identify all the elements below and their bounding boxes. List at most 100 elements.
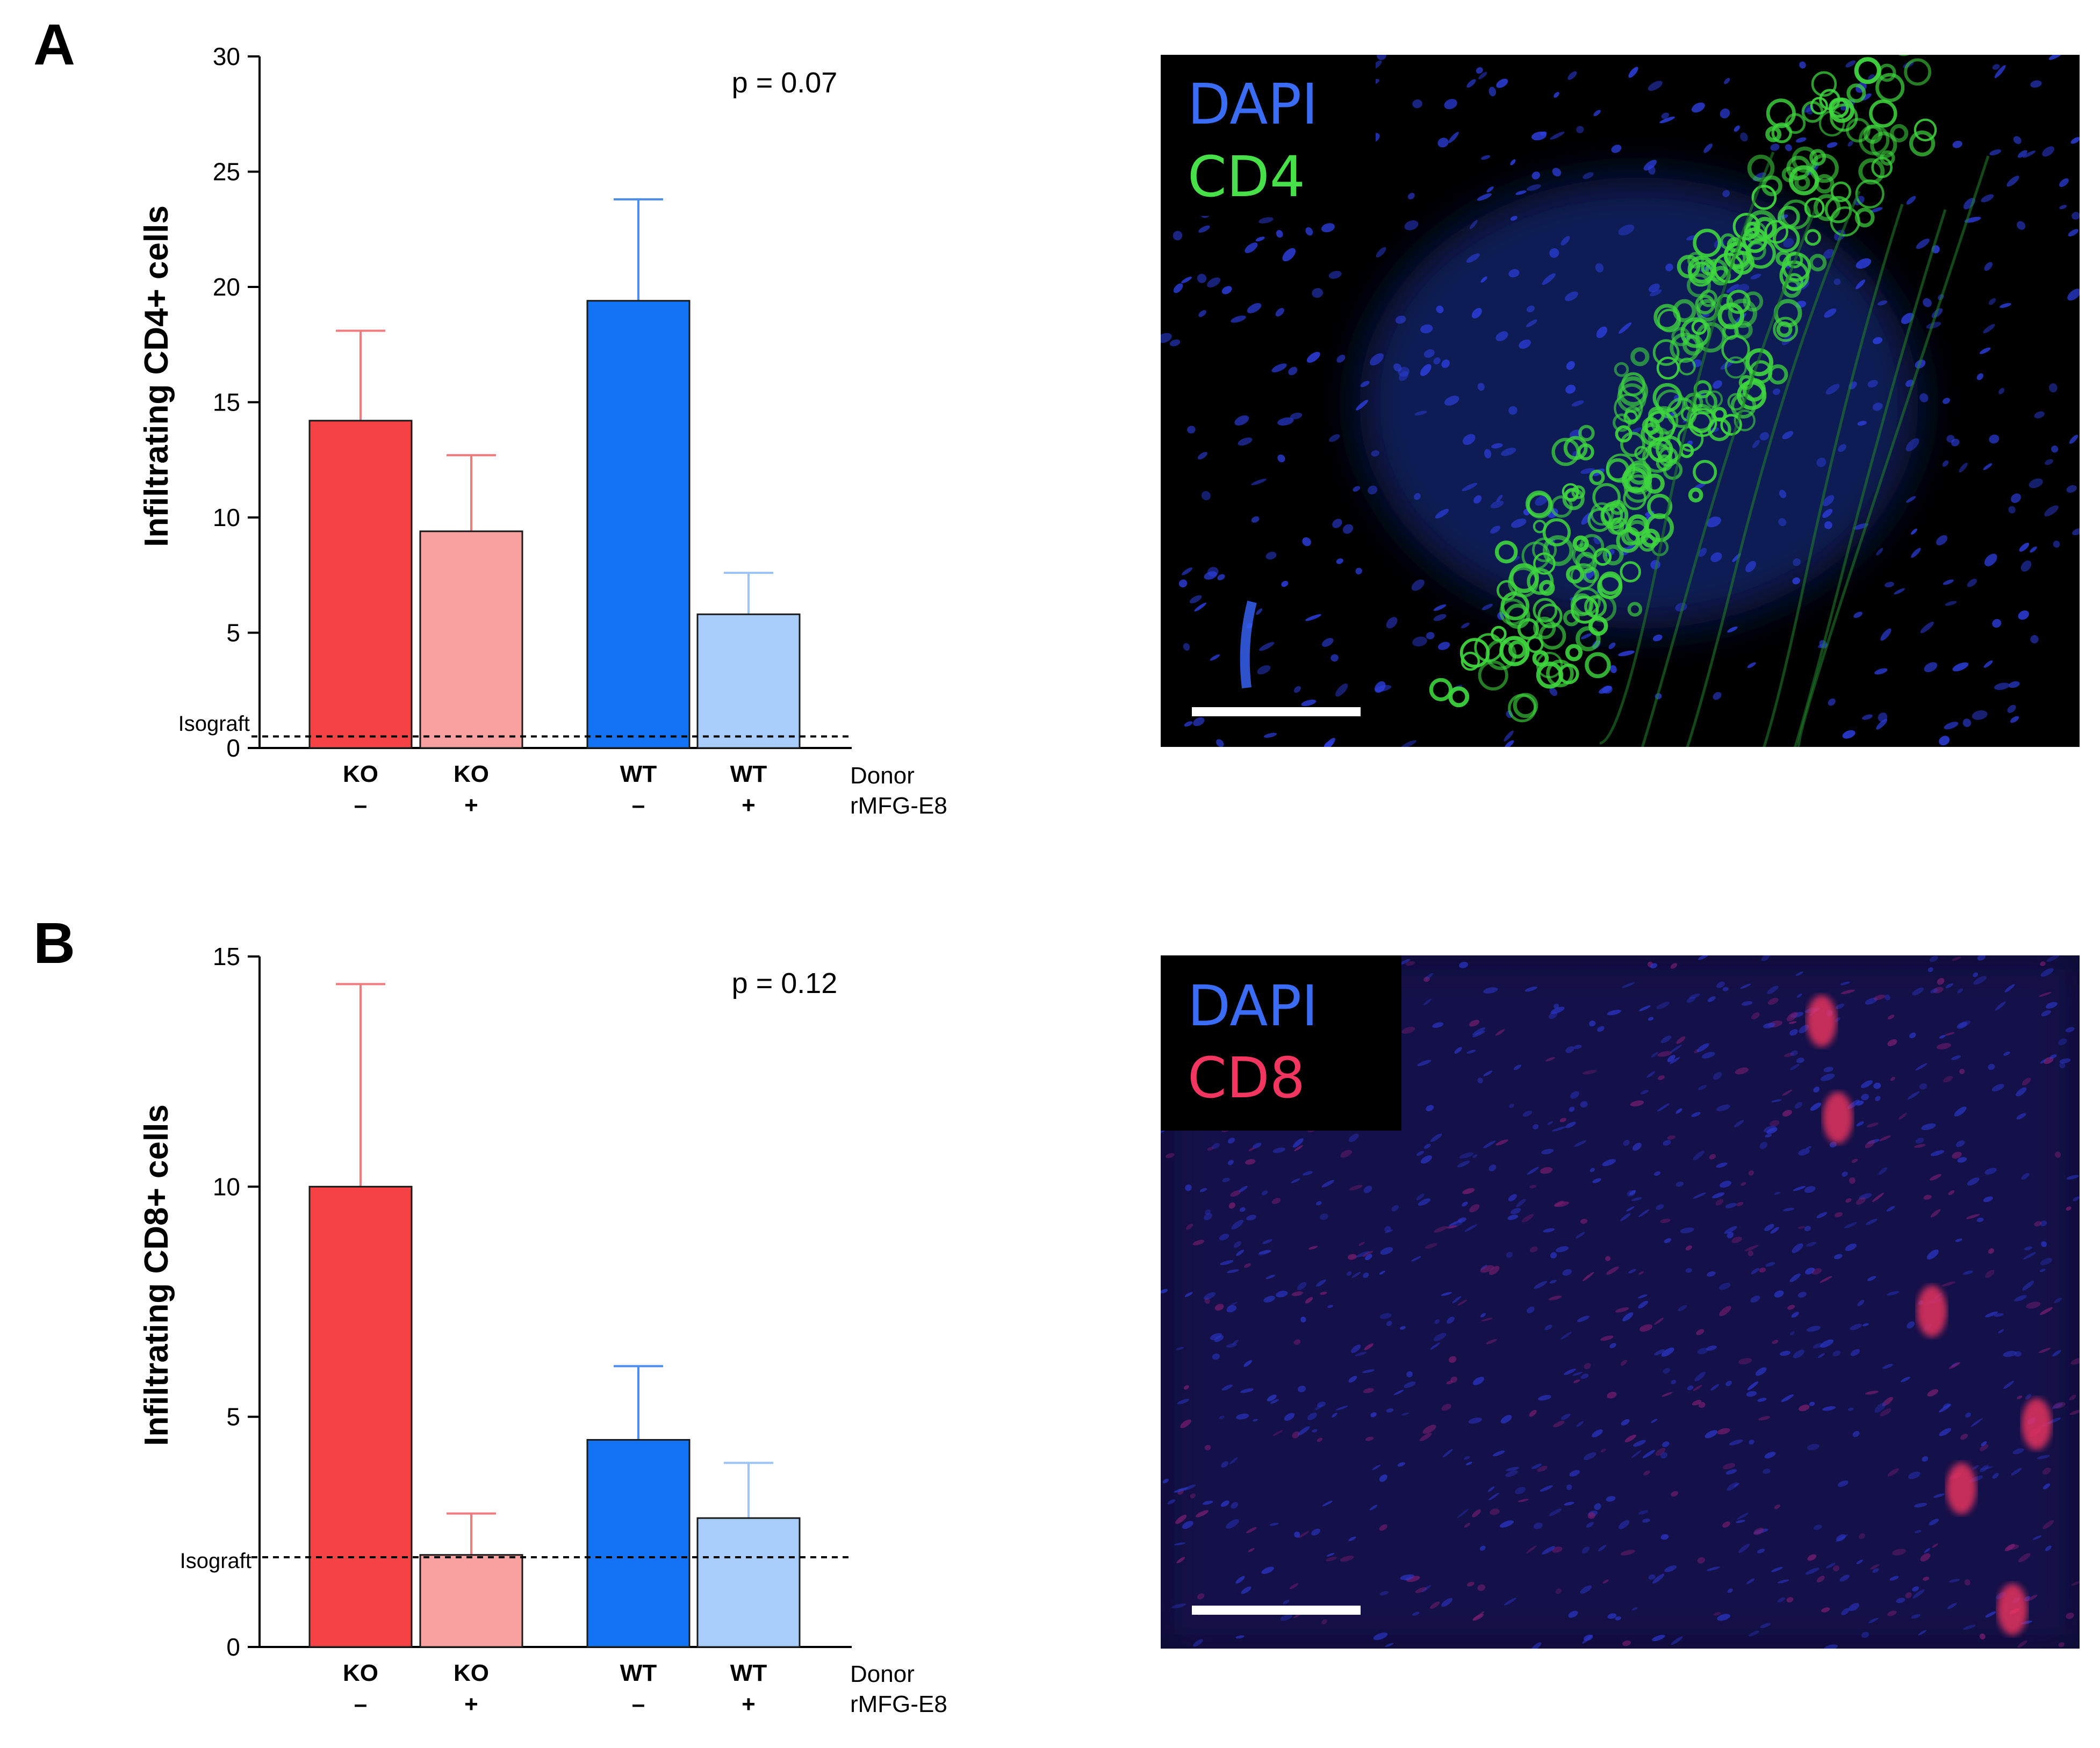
dapi-nucleus [1466, 253, 1480, 263]
dapi-nucleus [1252, 1419, 1258, 1422]
dapi-nucleus [1724, 77, 1730, 84]
dapi-nucleus [1488, 1164, 1497, 1171]
cd8-signal [1248, 1147, 1255, 1152]
dapi-nucleus [1694, 1371, 1706, 1382]
cd8-signal [1696, 1329, 1705, 1335]
dapi-nucleus [1746, 1391, 1757, 1397]
dapi-nucleus [1567, 71, 1577, 80]
dapi-nucleus [1590, 1168, 1595, 1172]
dapi-nucleus [1384, 1226, 1391, 1232]
dapi-nucleus [1741, 1001, 1753, 1006]
cd8-signal [2026, 1301, 2041, 1309]
dapi-nucleus [1302, 537, 1311, 546]
cd8-signal [1462, 1188, 1475, 1195]
dapi-nucleus [1508, 1194, 1517, 1202]
row-label-donor: Donor [850, 1661, 915, 1687]
dapi-nucleus [1491, 443, 1503, 449]
cd8-signal [1466, 1581, 1475, 1587]
dapi-nucleus [1265, 551, 1277, 560]
dapi-nucleus [1959, 463, 1968, 473]
cd8-signal [1952, 956, 1961, 961]
dapi-nucleus [1939, 736, 1950, 746]
dapi-nucleus [1785, 144, 1792, 152]
cd8-signal [1697, 1557, 1705, 1564]
dapi-nucleus [1509, 1104, 1514, 1109]
dapi-nucleus [1417, 1060, 1432, 1066]
dapi-nucleus [1420, 364, 1432, 376]
dapi-nucleus [2040, 1258, 2053, 1265]
dapi-nucleus [1842, 1171, 1848, 1177]
dapi-nucleus [2030, 80, 2042, 88]
dapi-nucleus [1379, 1270, 1385, 1275]
cd8-signal [1774, 1504, 1780, 1509]
dapi-nucleus [1193, 1639, 1203, 1647]
cd4-cell [1583, 566, 1599, 584]
cd4-cell [1589, 469, 1605, 485]
cd4-cell [1588, 616, 1608, 636]
cd4-cell [1767, 364, 1788, 385]
y-tick-label: 10 [213, 1172, 240, 1200]
cd8-signal [1308, 1246, 1318, 1250]
dapi-nucleus [1663, 1368, 1670, 1374]
dapi-nucleus [1764, 1224, 1774, 1231]
dapi-nucleus [1282, 248, 1296, 262]
cd4-cell [1648, 427, 1671, 450]
dapi-nucleus [1447, 1317, 1455, 1324]
dapi-nucleus [1562, 1269, 1572, 1276]
dapi-nucleus [1850, 1349, 1860, 1356]
cd8-signal [1772, 1340, 1779, 1344]
dapi-nucleus [1232, 1340, 1239, 1346]
dapi-nucleus [1660, 1452, 1667, 1459]
dapi-nucleus [1300, 1317, 1306, 1323]
cd4-cell [1587, 508, 1612, 532]
dapi-nucleus [1580, 1373, 1589, 1379]
dapi-nucleus [1527, 184, 1541, 191]
dapi-nucleus [1384, 1229, 1393, 1233]
dapi-nucleus [1656, 1002, 1670, 1009]
dapi-nucleus [1510, 159, 1516, 166]
dapi-nucleus [1199, 1188, 1207, 1192]
cd4-cell [1497, 580, 1518, 601]
dapi-nucleus [1464, 1456, 1470, 1460]
y-tick-label: 0 [226, 734, 240, 762]
dapi-nucleus [1748, 1630, 1759, 1637]
dapi-nucleus [1915, 1063, 1928, 1071]
cd4-cell [1713, 253, 1744, 284]
dapi-nucleus [1472, 1030, 1486, 1038]
dapi-nucleus [1515, 1486, 1526, 1494]
dapi-nucleus [1944, 722, 1959, 730]
dapi-nucleus [1263, 732, 1277, 738]
dapi-nucleus [1534, 1281, 1548, 1289]
dapi-nucleus [1771, 1567, 1783, 1572]
dapi-nucleus [1686, 996, 1696, 1003]
dapi-nucleus [1407, 192, 1415, 200]
dapi-nucleus [1580, 1101, 1588, 1108]
dapi-nucleus [2049, 1054, 2057, 1059]
cd4-cell [1485, 639, 1516, 671]
dapi-nucleus [1724, 1226, 1737, 1234]
cd8-signal [1555, 1201, 1570, 1207]
cd4-cell [1863, 125, 1883, 144]
cd8-signal [1758, 1416, 1771, 1421]
dapi-nucleus [1840, 981, 1850, 986]
dapi-nucleus [1796, 993, 1802, 998]
cd8-signal [1930, 1209, 1941, 1218]
dapi-nucleus [1423, 1143, 1431, 1149]
cd4-cell [1612, 413, 1631, 432]
dapi-nucleus [2068, 229, 2079, 236]
dapi-nucleus [1406, 1371, 1413, 1378]
cd8-signal [1379, 1524, 1387, 1531]
dapi-nucleus [1404, 220, 1419, 231]
cd8-signal [1518, 1499, 1529, 1502]
dapi-nucleus [1319, 1213, 1328, 1220]
dapi-nucleus [1835, 1534, 1848, 1542]
dapi-nucleus [1967, 1177, 1980, 1186]
cd4-cell [1620, 561, 1641, 582]
cd8-signal [1952, 1152, 1962, 1159]
cd8-signal [1176, 1557, 1185, 1564]
dapi-nucleus [1220, 1260, 1234, 1265]
dapi-nucleus [1433, 614, 1447, 621]
y-tick-label: 15 [213, 389, 240, 416]
cd4-cell [1576, 626, 1601, 652]
dapi-nucleus [1294, 1531, 1300, 1538]
